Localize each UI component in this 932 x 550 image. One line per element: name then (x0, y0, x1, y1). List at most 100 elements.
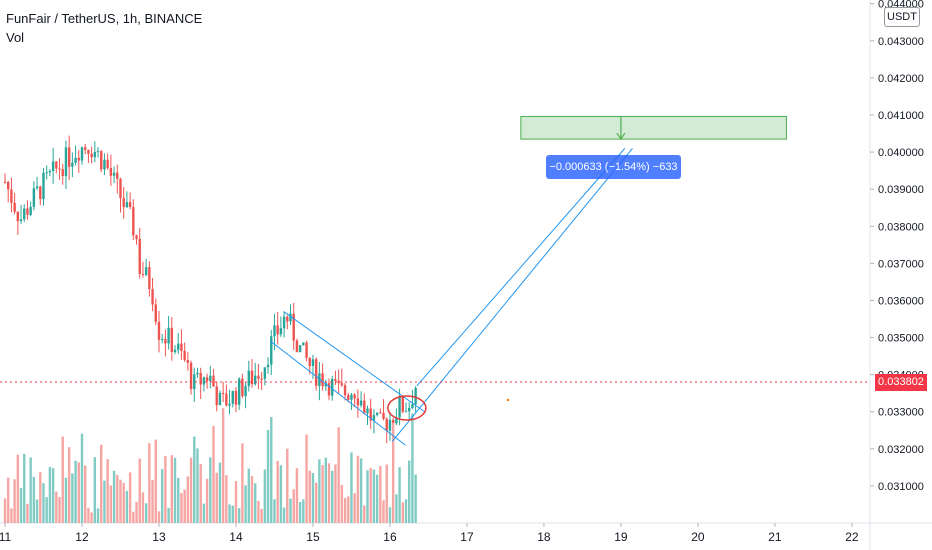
volume-bar (244, 485, 247, 523)
descending-channel-line-upper (283, 311, 425, 413)
candle-body (244, 386, 247, 397)
candle-body (87, 149, 90, 154)
candle-body (61, 169, 64, 177)
volume-bar (347, 496, 350, 523)
volume-bar (292, 489, 295, 523)
volume-bar (234, 481, 238, 523)
candle-body (7, 182, 10, 190)
x-tick-label: 19 (614, 530, 628, 544)
candle-body (96, 151, 100, 153)
x-tick-label: 14 (229, 530, 243, 544)
candle-body (398, 396, 401, 418)
volume-bar (363, 505, 366, 523)
volume-bar (183, 489, 186, 523)
candle-body (263, 367, 267, 379)
volume-bar (350, 452, 353, 523)
volume-bar (35, 499, 39, 523)
candle-body (356, 398, 360, 406)
candle-body (32, 188, 36, 207)
candle-body (112, 172, 116, 176)
candle-body (132, 207, 135, 236)
volume-bar (273, 499, 276, 523)
volume-bar (23, 453, 26, 523)
candle-body (183, 350, 186, 360)
candle-body (282, 316, 286, 329)
volume-bar (221, 408, 225, 523)
volume-bar (324, 457, 327, 523)
volume-bar (167, 507, 170, 523)
candle-body (10, 189, 13, 203)
candle-body (241, 378, 244, 397)
candle-body (180, 343, 183, 351)
volume-bar (321, 465, 324, 523)
x-tick-label: 18 (537, 530, 551, 544)
candle-body (305, 342, 308, 358)
candle-body (138, 238, 141, 275)
candle-body (23, 208, 26, 220)
volume-bar (87, 507, 90, 523)
candle-body (109, 168, 113, 176)
candle-body (247, 370, 251, 387)
volume-bar (343, 497, 347, 523)
x-tick-label: 17 (460, 530, 474, 544)
volume-bar (112, 470, 116, 523)
candle-body (379, 412, 382, 414)
candle-body (318, 373, 321, 386)
volume-bar (77, 462, 80, 523)
candle-body (353, 394, 356, 399)
volume-bar (80, 433, 84, 523)
candle-body (266, 364, 270, 368)
volume-bar (401, 502, 404, 523)
volume-bar (228, 504, 231, 523)
candle-body (363, 400, 366, 414)
volume-bar (356, 455, 360, 523)
currency-badge[interactable]: USDT (884, 7, 920, 27)
candle-body (51, 161, 55, 171)
volume-bar (13, 479, 16, 523)
candle-body (302, 342, 305, 346)
candle-body (74, 157, 77, 163)
candle-body (347, 395, 350, 400)
volume-bar (298, 502, 302, 523)
volume-bar (10, 508, 13, 523)
volume-bar (151, 479, 154, 523)
volume-bar (388, 507, 392, 523)
volume-bar (209, 457, 212, 523)
candle-body (125, 202, 129, 208)
candle-body (254, 375, 257, 385)
volume-bar (109, 485, 113, 523)
volume-bar (132, 511, 135, 523)
candle-body (250, 370, 254, 385)
volume-indicator-label[interactable]: Vol (6, 30, 25, 45)
volume-bar (83, 465, 87, 523)
volume-bar (411, 413, 414, 523)
candle-body (83, 147, 87, 150)
volume-bar (45, 497, 48, 523)
volume-bar (279, 465, 283, 523)
candle-body (314, 359, 318, 386)
candle-body (395, 417, 398, 424)
candle-body (100, 151, 103, 170)
candle-body (337, 380, 340, 384)
volume-bar (119, 479, 122, 523)
volume-bar (231, 505, 234, 523)
candle-body (404, 411, 408, 413)
candle-body (93, 152, 97, 158)
candle-body (260, 378, 263, 380)
candle-body (231, 390, 234, 404)
candle-body (331, 378, 334, 396)
volume-bar (51, 468, 55, 523)
candle-body (350, 394, 353, 400)
candle-body (58, 168, 61, 170)
volume-bar (337, 427, 340, 523)
candle-body (225, 393, 228, 406)
candle-body (45, 172, 48, 174)
candle-body (298, 345, 302, 353)
volume-bar (148, 443, 151, 523)
volume-bar (254, 483, 257, 523)
volume-bar (26, 503, 29, 523)
candle-body (308, 357, 311, 366)
volume-bar (154, 439, 157, 523)
candlestick-series (3, 135, 417, 444)
